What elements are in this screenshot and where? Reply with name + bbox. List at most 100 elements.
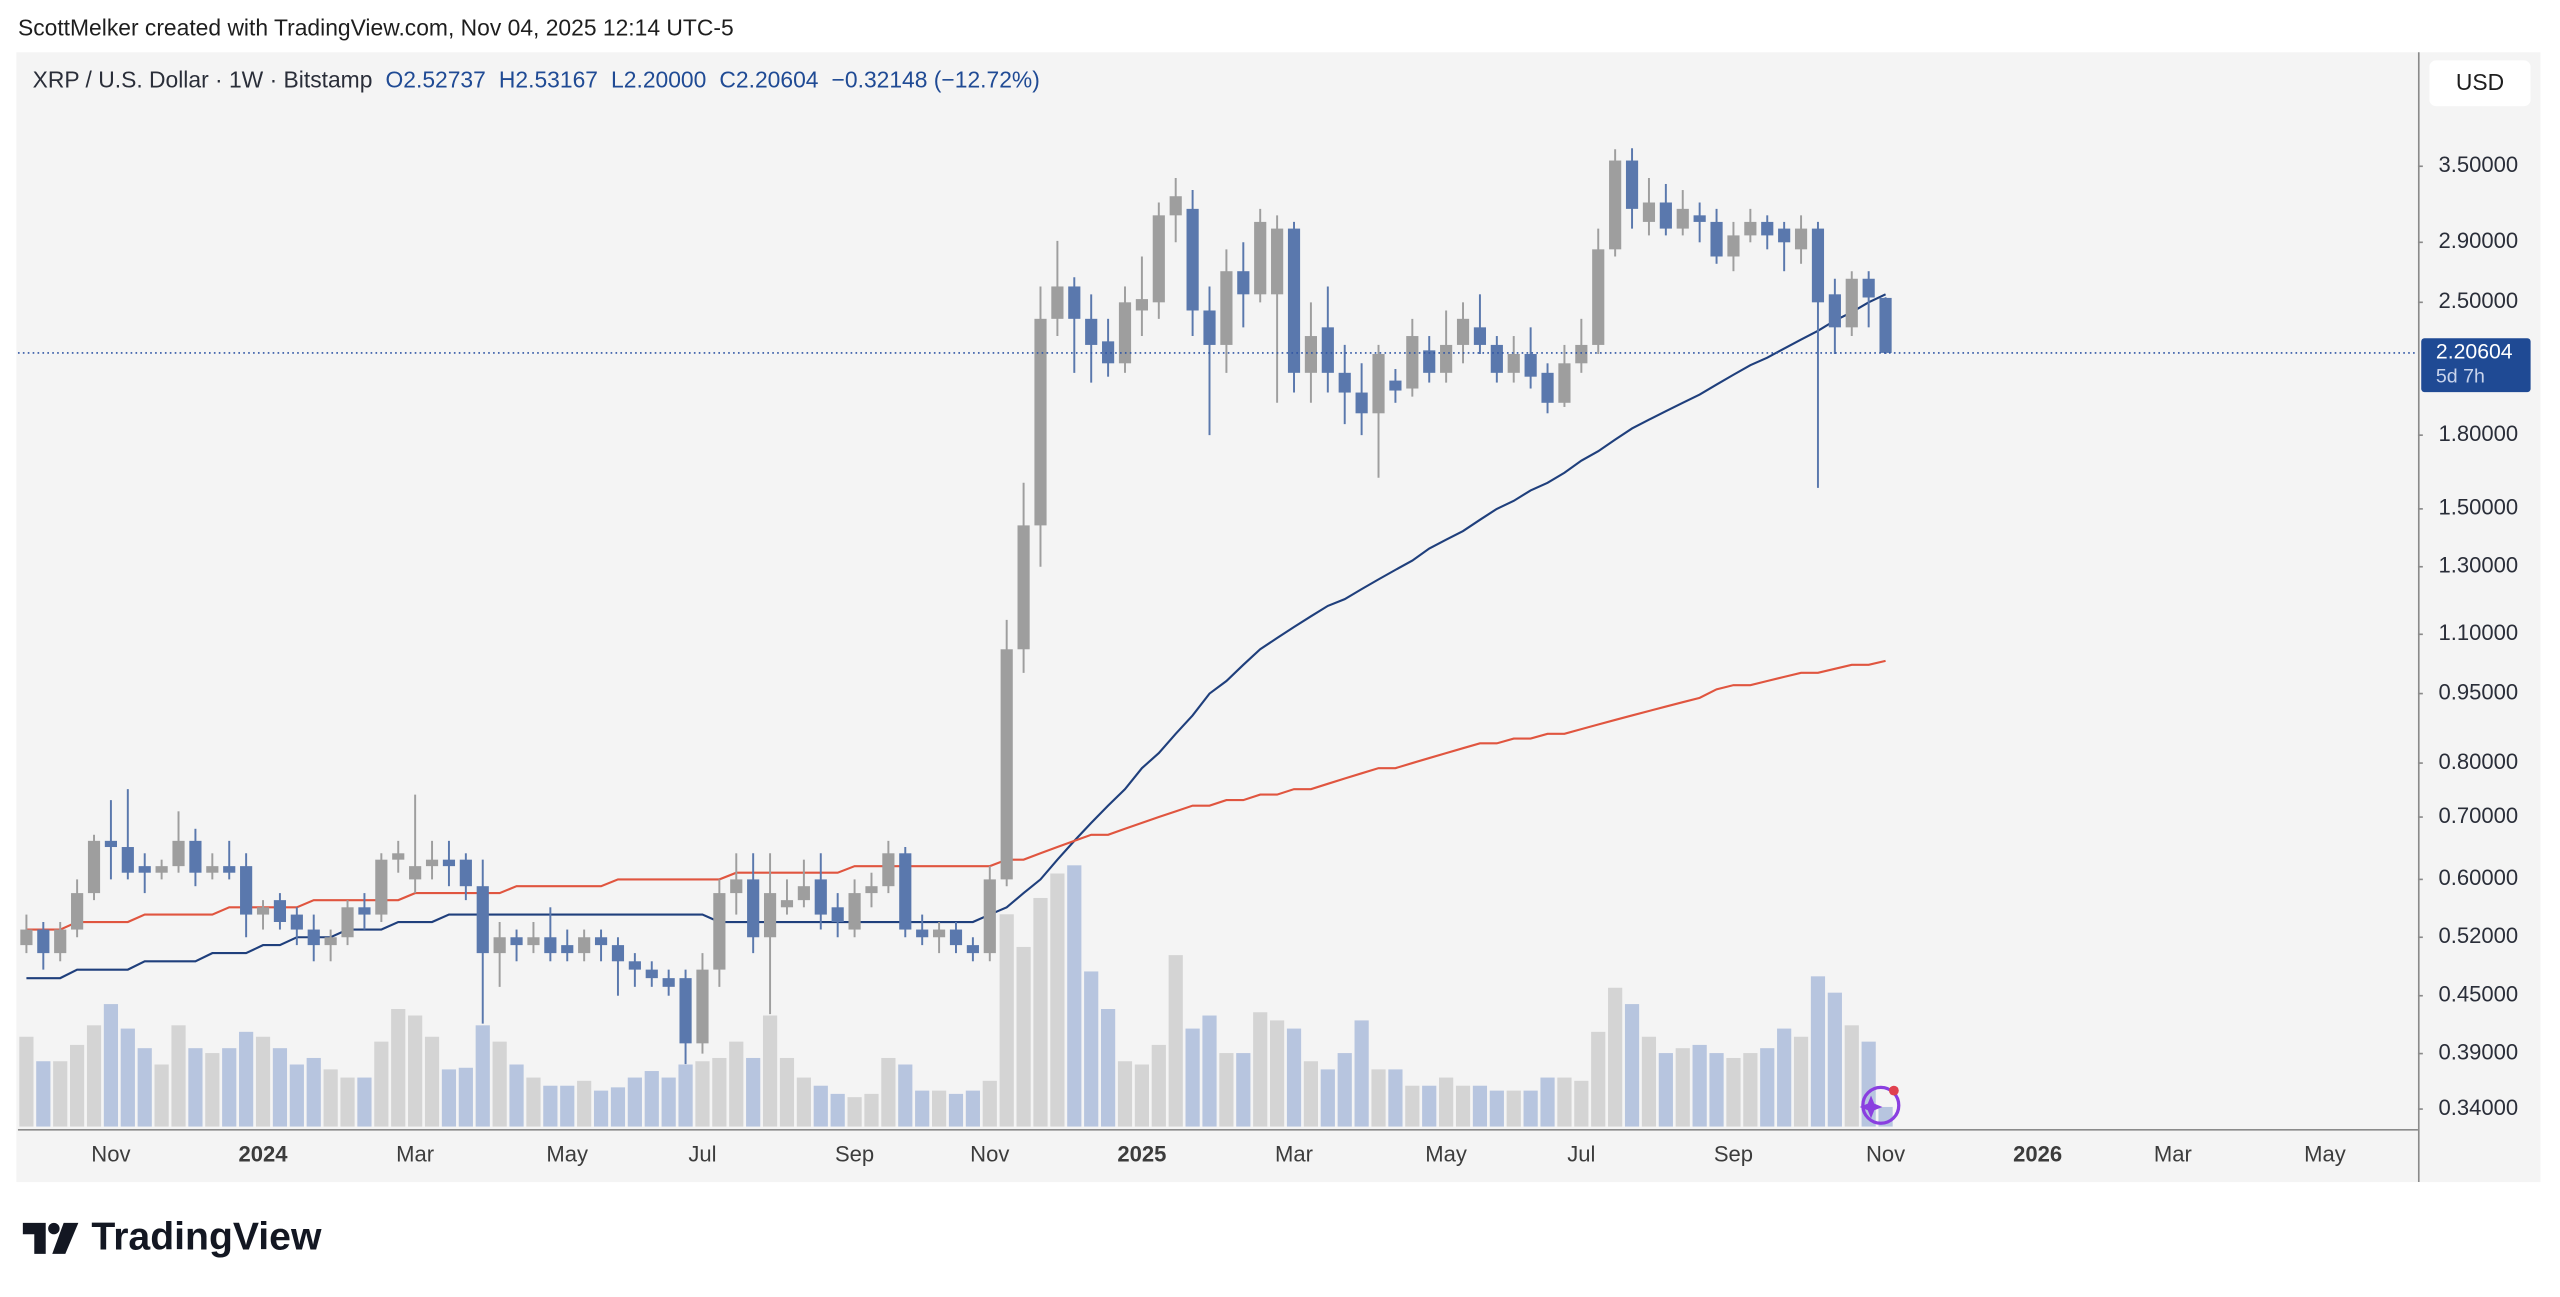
x-tick-label: Mar xyxy=(1275,1142,1313,1167)
volume-bar xyxy=(965,1090,980,1127)
volume-bar xyxy=(729,1041,744,1127)
candle-body xyxy=(662,978,675,987)
ohlc-prefix: H xyxy=(499,67,516,93)
volume-bar xyxy=(1084,971,1099,1127)
volume-bar xyxy=(306,1057,321,1127)
candle-body xyxy=(493,937,506,954)
x-tick-label: Nov xyxy=(970,1142,1009,1167)
volume-bar xyxy=(543,1085,558,1127)
x-tick-label: May xyxy=(546,1142,588,1167)
candle-body xyxy=(831,907,844,922)
volume-bar xyxy=(188,1048,203,1127)
candle-body xyxy=(1034,318,1047,526)
volume-bar xyxy=(1726,1057,1741,1127)
volume-bar xyxy=(830,1093,845,1127)
candle-body xyxy=(1879,297,1892,353)
candle-body xyxy=(189,840,202,873)
y-tick-label: 1.10000 xyxy=(2439,620,2519,645)
candle-body xyxy=(544,937,557,954)
candle-body xyxy=(578,937,591,954)
volume-bar xyxy=(1760,1048,1775,1127)
candle-body xyxy=(1423,350,1436,373)
volume-bar xyxy=(222,1048,237,1127)
candle-body xyxy=(1051,286,1064,319)
x-tick-label: 2024 xyxy=(239,1142,289,1167)
x-tick-label: 2025 xyxy=(1117,1142,1166,1167)
candle-body xyxy=(358,907,371,915)
candle-body xyxy=(1118,302,1132,364)
volume-bar xyxy=(424,1036,440,1127)
candle-body xyxy=(1304,336,1318,373)
volume-bar xyxy=(255,1036,271,1127)
volume-bar xyxy=(239,1031,254,1127)
volume-bar xyxy=(1844,1025,1859,1127)
x-tick-label: Sep xyxy=(1714,1142,1753,1167)
candle-body xyxy=(730,879,743,894)
candle-body xyxy=(527,937,540,946)
x-tick-label: Mar xyxy=(2154,1142,2192,1167)
candle-body xyxy=(1811,228,1825,303)
volume-bar xyxy=(53,1061,68,1127)
candle-body xyxy=(1659,202,1672,229)
volume-bar xyxy=(1557,1077,1572,1127)
candle-body xyxy=(206,866,219,873)
volume-bar xyxy=(1101,1008,1116,1127)
ohlc-prefix: L xyxy=(611,67,624,93)
candle-body xyxy=(341,907,354,938)
candle-body xyxy=(1609,160,1622,250)
icon-sparkle xyxy=(1859,1095,1883,1119)
currency-box[interactable] xyxy=(2429,60,2531,107)
candle-body xyxy=(20,929,33,946)
volume-bar xyxy=(1168,955,1183,1127)
volume-bar xyxy=(458,1067,473,1127)
candle-body xyxy=(949,929,963,946)
candle-body xyxy=(1338,372,1351,393)
candle-body xyxy=(747,879,760,938)
candle-body xyxy=(899,853,912,930)
symbol-title: XRP / U.S. Dollar · 1W · Bitstamp xyxy=(33,67,373,93)
candle-body xyxy=(1625,160,1639,209)
candle-body xyxy=(713,893,726,970)
x-tick-label: May xyxy=(2304,1142,2346,1167)
candle-body xyxy=(1727,235,1740,257)
volume-bar xyxy=(1286,1028,1302,1127)
volume-bar xyxy=(762,1015,778,1127)
candle-body xyxy=(1237,271,1250,295)
candle-body xyxy=(1524,354,1537,377)
volume-bar xyxy=(881,1057,896,1127)
volume-bar xyxy=(1134,1064,1150,1127)
ohlc-prefix: O xyxy=(385,67,403,93)
volume-bar xyxy=(982,1080,997,1127)
y-tick-label: 0.70000 xyxy=(2439,803,2519,828)
y-tick-label: 0.39000 xyxy=(2439,1039,2519,1064)
candle-body xyxy=(1693,215,1706,222)
logo-mark xyxy=(22,1222,46,1254)
y-tick-label: 0.52000 xyxy=(2439,923,2519,948)
volume-bar xyxy=(272,1048,288,1127)
volume-bar xyxy=(746,1057,761,1127)
volume-bar xyxy=(1151,1044,1166,1127)
volume-bar xyxy=(1793,1036,1809,1127)
assistant-icon[interactable] xyxy=(1859,1085,1901,1125)
volume-bar xyxy=(1624,1004,1640,1127)
candle-body xyxy=(510,937,523,946)
volume-bar xyxy=(1337,1053,1352,1127)
candle-body xyxy=(172,840,185,867)
candle-body xyxy=(1440,344,1453,373)
candle-body xyxy=(916,929,929,938)
currency-label[interactable]: USD xyxy=(2456,69,2504,95)
candle-body xyxy=(87,840,101,894)
y-tick-label: 3.50000 xyxy=(2439,152,2519,177)
ohlc-value: 2.52737 xyxy=(403,67,486,93)
volume-bar xyxy=(289,1064,304,1127)
volume-bar xyxy=(1810,976,1826,1127)
candle-body xyxy=(1676,208,1689,229)
volume-bar xyxy=(1371,1069,1386,1127)
volume-bar xyxy=(509,1064,524,1127)
volume-bar xyxy=(103,1004,119,1127)
ohlc-prefix: C xyxy=(719,67,736,93)
ohlc-value: 2.20000 xyxy=(624,67,707,93)
moving-average-line xyxy=(26,659,1886,931)
y-tick-label: 0.80000 xyxy=(2439,749,2519,774)
